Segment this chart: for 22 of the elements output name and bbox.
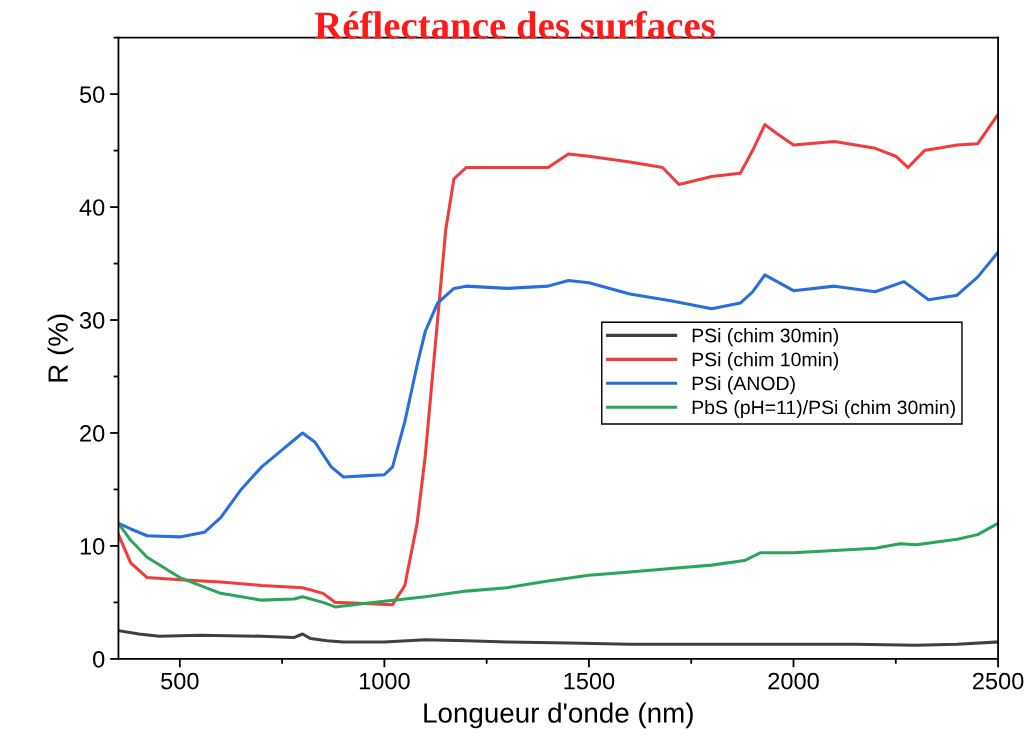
line-series [118, 521, 999, 609]
x-tick-label: 2000 [768, 672, 819, 690]
y-tick-label: 30 [79, 312, 105, 329]
x-tick-label: 500 [161, 672, 199, 690]
legend-label: PSi (ANOD) [692, 376, 795, 395]
legend-label: PbS (pH=11)/PSi (chim 30min) [692, 399, 955, 419]
x-tick-label: 1000 [359, 672, 410, 690]
legend-label: PSi (chim 30min) [692, 328, 839, 347]
legend-label: PSi (chim 10min) [692, 352, 839, 371]
y-tick-label: 10 [80, 537, 105, 555]
x-tick-label: 2500 [973, 672, 1024, 690]
line-series [118, 629, 999, 647]
y-tick-label: 20 [80, 425, 105, 442]
y-tick-label: 40 [79, 199, 105, 216]
line-series [118, 250, 999, 539]
y-axis-title: R (%) [47, 314, 74, 382]
chart-title: Réflectance des surfaces [314, 10, 715, 39]
line-series [118, 112, 999, 607]
y-tick-label: 50 [79, 86, 105, 103]
y-tick-label: 0 [93, 650, 105, 668]
x-tick-label: 1500 [564, 672, 615, 690]
x-axis-title: Longueur d'onde (nm) [424, 702, 693, 729]
